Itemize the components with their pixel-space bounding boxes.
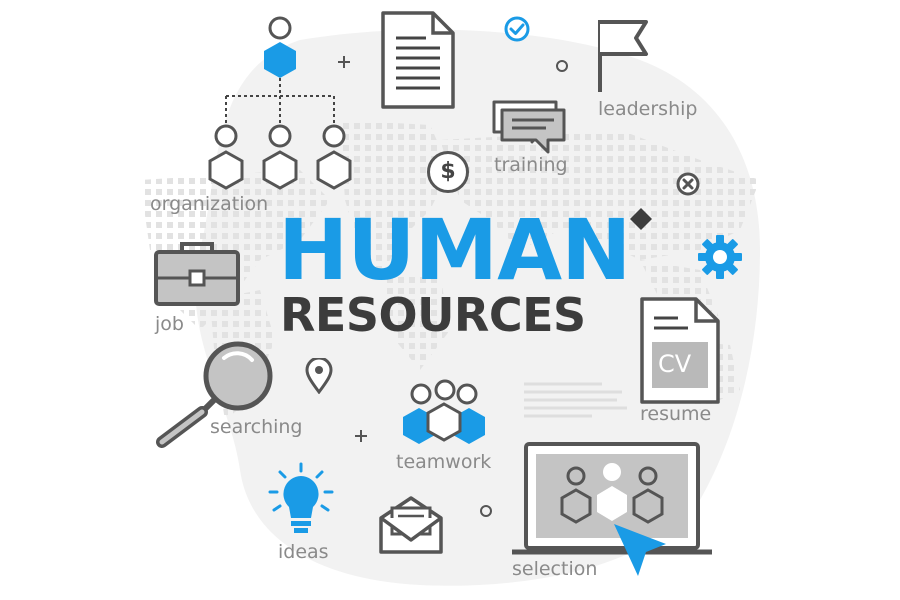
- gear-icon: [698, 235, 742, 279]
- magnifier-icon: [156, 341, 273, 448]
- laptop-icon: [512, 442, 712, 555]
- chat-bubbles-icon: [492, 100, 566, 154]
- envelope-icon: [379, 496, 443, 554]
- label-resume: resume: [640, 403, 712, 425]
- ring-icon: [556, 60, 568, 72]
- cv-document-icon: [640, 297, 720, 404]
- label-leadership: leadership: [598, 98, 698, 120]
- close-circle-icon: [676, 172, 700, 196]
- diamond-icon: [630, 208, 652, 230]
- dollar-sign: $: [440, 159, 456, 184]
- label-searching: searching: [210, 416, 303, 438]
- label-job: job: [155, 313, 184, 335]
- label-organization: organization: [150, 193, 269, 215]
- location-pin-icon: [305, 358, 333, 394]
- label-training: training: [494, 154, 568, 176]
- flag-icon: [598, 20, 648, 92]
- briefcase-icon: [154, 242, 240, 306]
- check-circle-icon: [504, 16, 530, 42]
- lightbulb-icon: [268, 462, 334, 533]
- label-ideas: ideas: [278, 541, 329, 563]
- label-selection: selection: [512, 558, 598, 580]
- dollar-coin-icon: $: [427, 151, 469, 193]
- title-sub: RESOURCES: [280, 288, 586, 342]
- title-main: HUMAN: [278, 201, 631, 299]
- decorative-lines: [524, 382, 627, 418]
- cv-text: CV: [658, 350, 692, 378]
- label-teamwork: teamwork: [396, 451, 492, 473]
- cursor-arrow-icon: [614, 524, 666, 576]
- document-icon: [381, 11, 455, 109]
- teamwork-icon: [403, 379, 485, 444]
- org-chart-icon: [208, 16, 352, 190]
- ring-icon: [480, 505, 492, 517]
- plus-icon: [355, 430, 367, 442]
- plus-icon: [338, 56, 350, 68]
